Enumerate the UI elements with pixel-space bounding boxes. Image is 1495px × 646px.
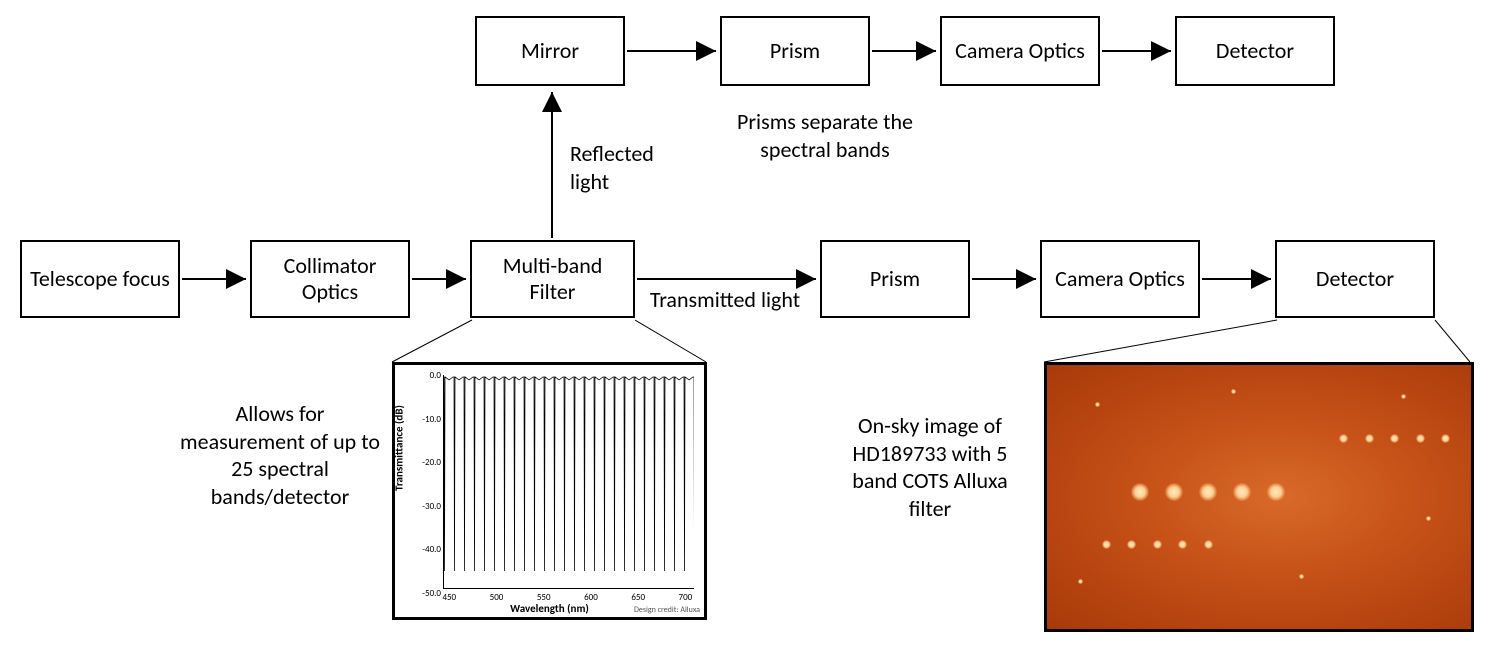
filter-chart: Transmittance (dB) Wavelength (nm) 0.0-1… xyxy=(392,362,707,620)
allows-for-label: Allows for measurement of up to 25 spect… xyxy=(180,400,380,510)
reflected-light-label: Reflected light xyxy=(570,140,680,195)
sky-image-bg xyxy=(1047,365,1471,629)
allows-for-text: Allows for measurement of up to 25 spect… xyxy=(180,400,380,510)
transmitted-light-text: Transmitted light xyxy=(650,286,800,313)
filter-chart-credit: Design credit: Alluxa xyxy=(634,605,700,615)
transmitted-light-label: Transmitted light xyxy=(645,286,805,314)
reflected-light-text: Reflected light xyxy=(570,140,654,195)
prisms-separate-text: Prisms separate the spectral bands xyxy=(737,108,913,163)
onsky-text: On-sky image of HD189733 with 5 band COT… xyxy=(852,412,1007,522)
filter-chart-ylabel: Transmittance (dB) xyxy=(393,405,406,491)
filter-chart-svg xyxy=(444,375,694,588)
filter-chart-xlabel: Wavelength (nm) xyxy=(510,602,589,615)
sky-image xyxy=(1044,362,1474,632)
prisms-separate-label: Prisms separate the spectral bands xyxy=(720,108,930,163)
onsky-label: On-sky image of HD189733 with 5 band COT… xyxy=(830,412,1030,522)
filter-chart-plot xyxy=(443,375,694,589)
